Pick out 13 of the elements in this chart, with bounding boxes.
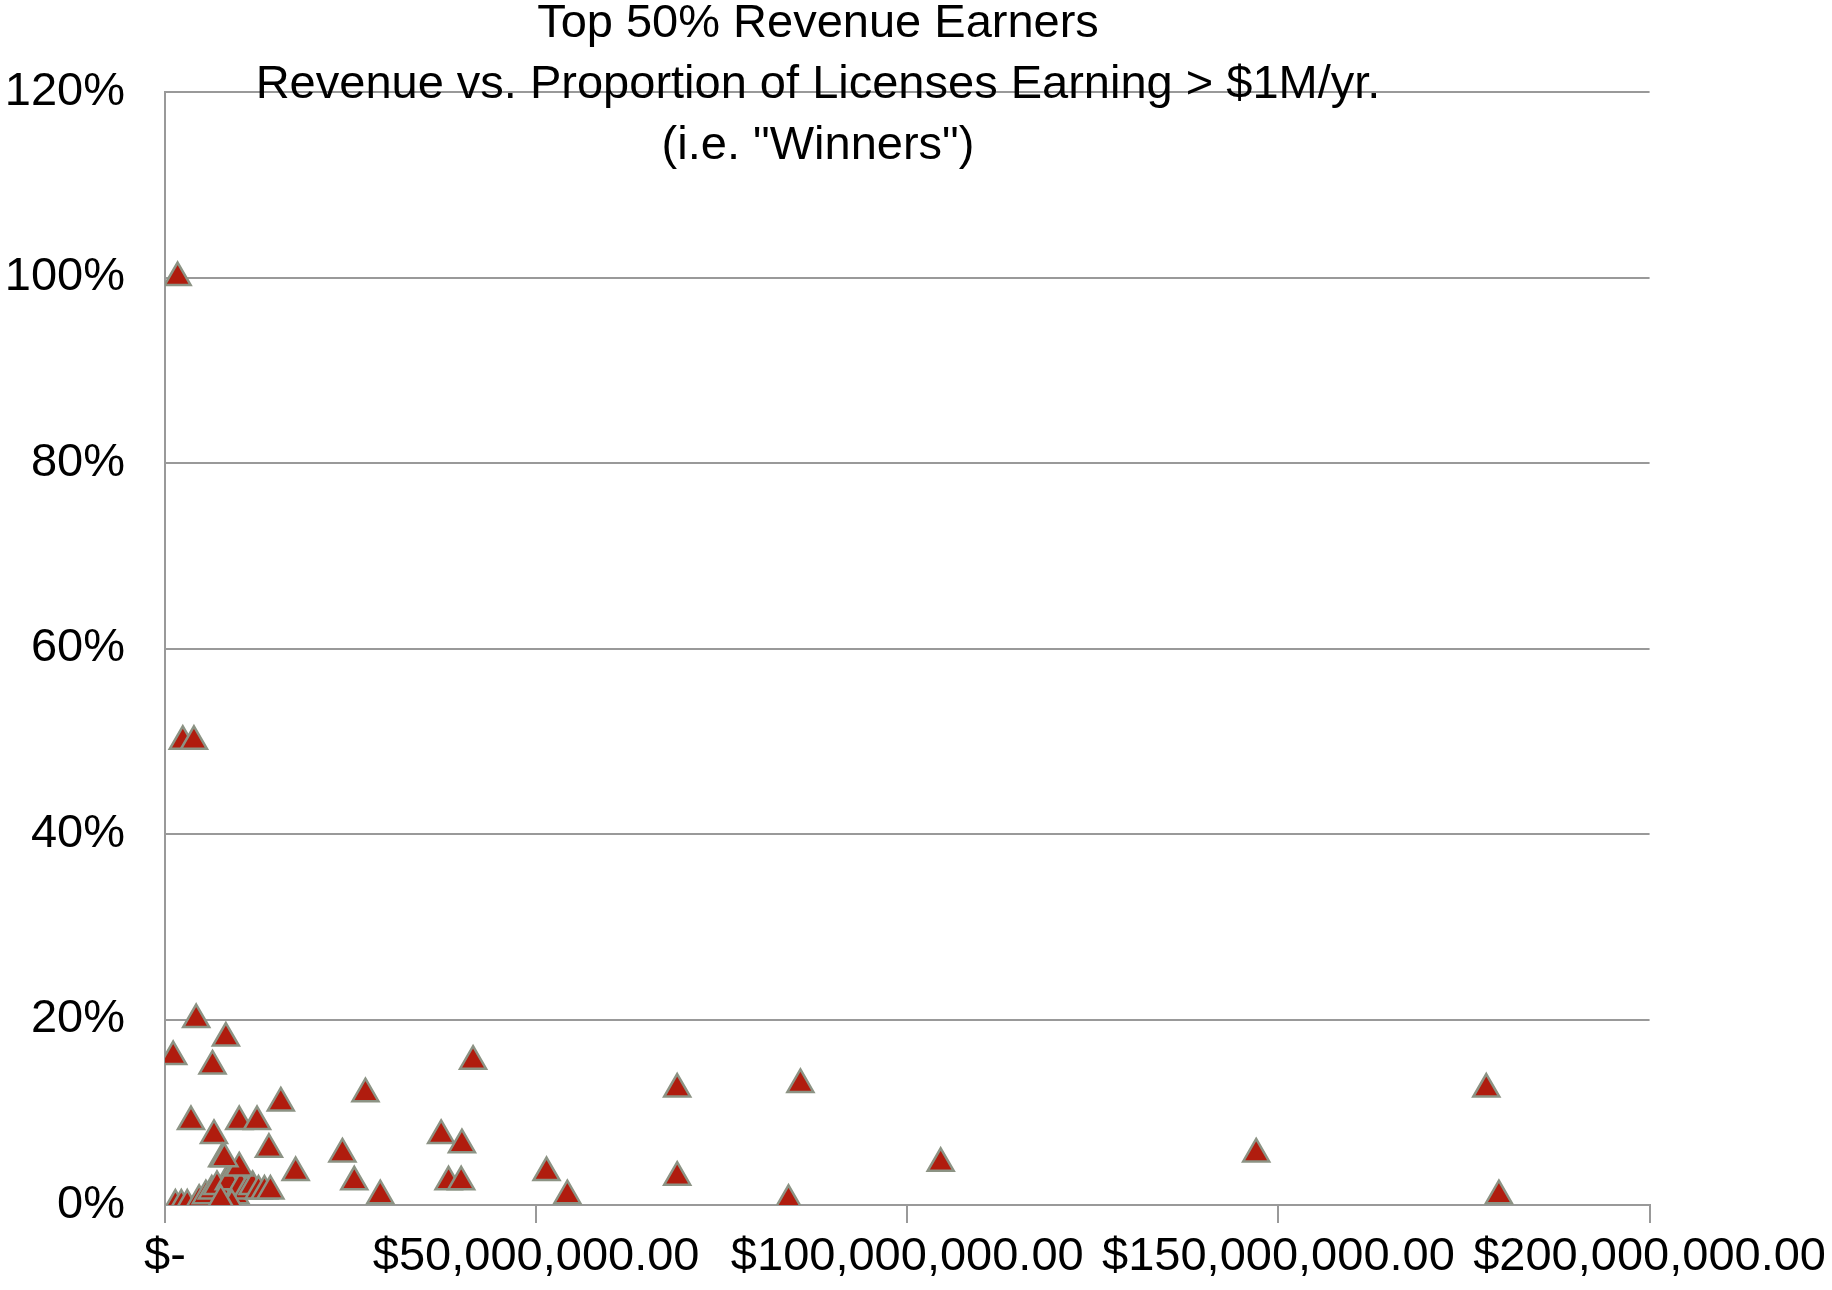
x-tick-label: $50,000,000.00 <box>372 1227 700 1281</box>
y-tick-label: 40% <box>30 803 125 857</box>
x-tick-label: $200,000,000.00 <box>1473 1227 1827 1281</box>
chart-title: Top 50% Revenue Earners Revenue vs. Proportion of Licenses Earning > $1M/yr. (i.e. "Winners") <box>255 0 1381 169</box>
y-tick-label: 0% <box>57 1174 125 1228</box>
y-tick-label: 60% <box>30 618 125 672</box>
x-tick-label: $- <box>144 1227 186 1281</box>
y-tick-label: 80% <box>30 432 125 486</box>
y-tick-label: 20% <box>30 989 125 1043</box>
y-tick-label: 100% <box>4 247 125 301</box>
x-tick-label: $100,000,000.00 <box>730 1227 1084 1281</box>
x-tick-label: $150,000,000.00 <box>1102 1227 1455 1281</box>
y-tick-label: 120% <box>4 61 125 115</box>
